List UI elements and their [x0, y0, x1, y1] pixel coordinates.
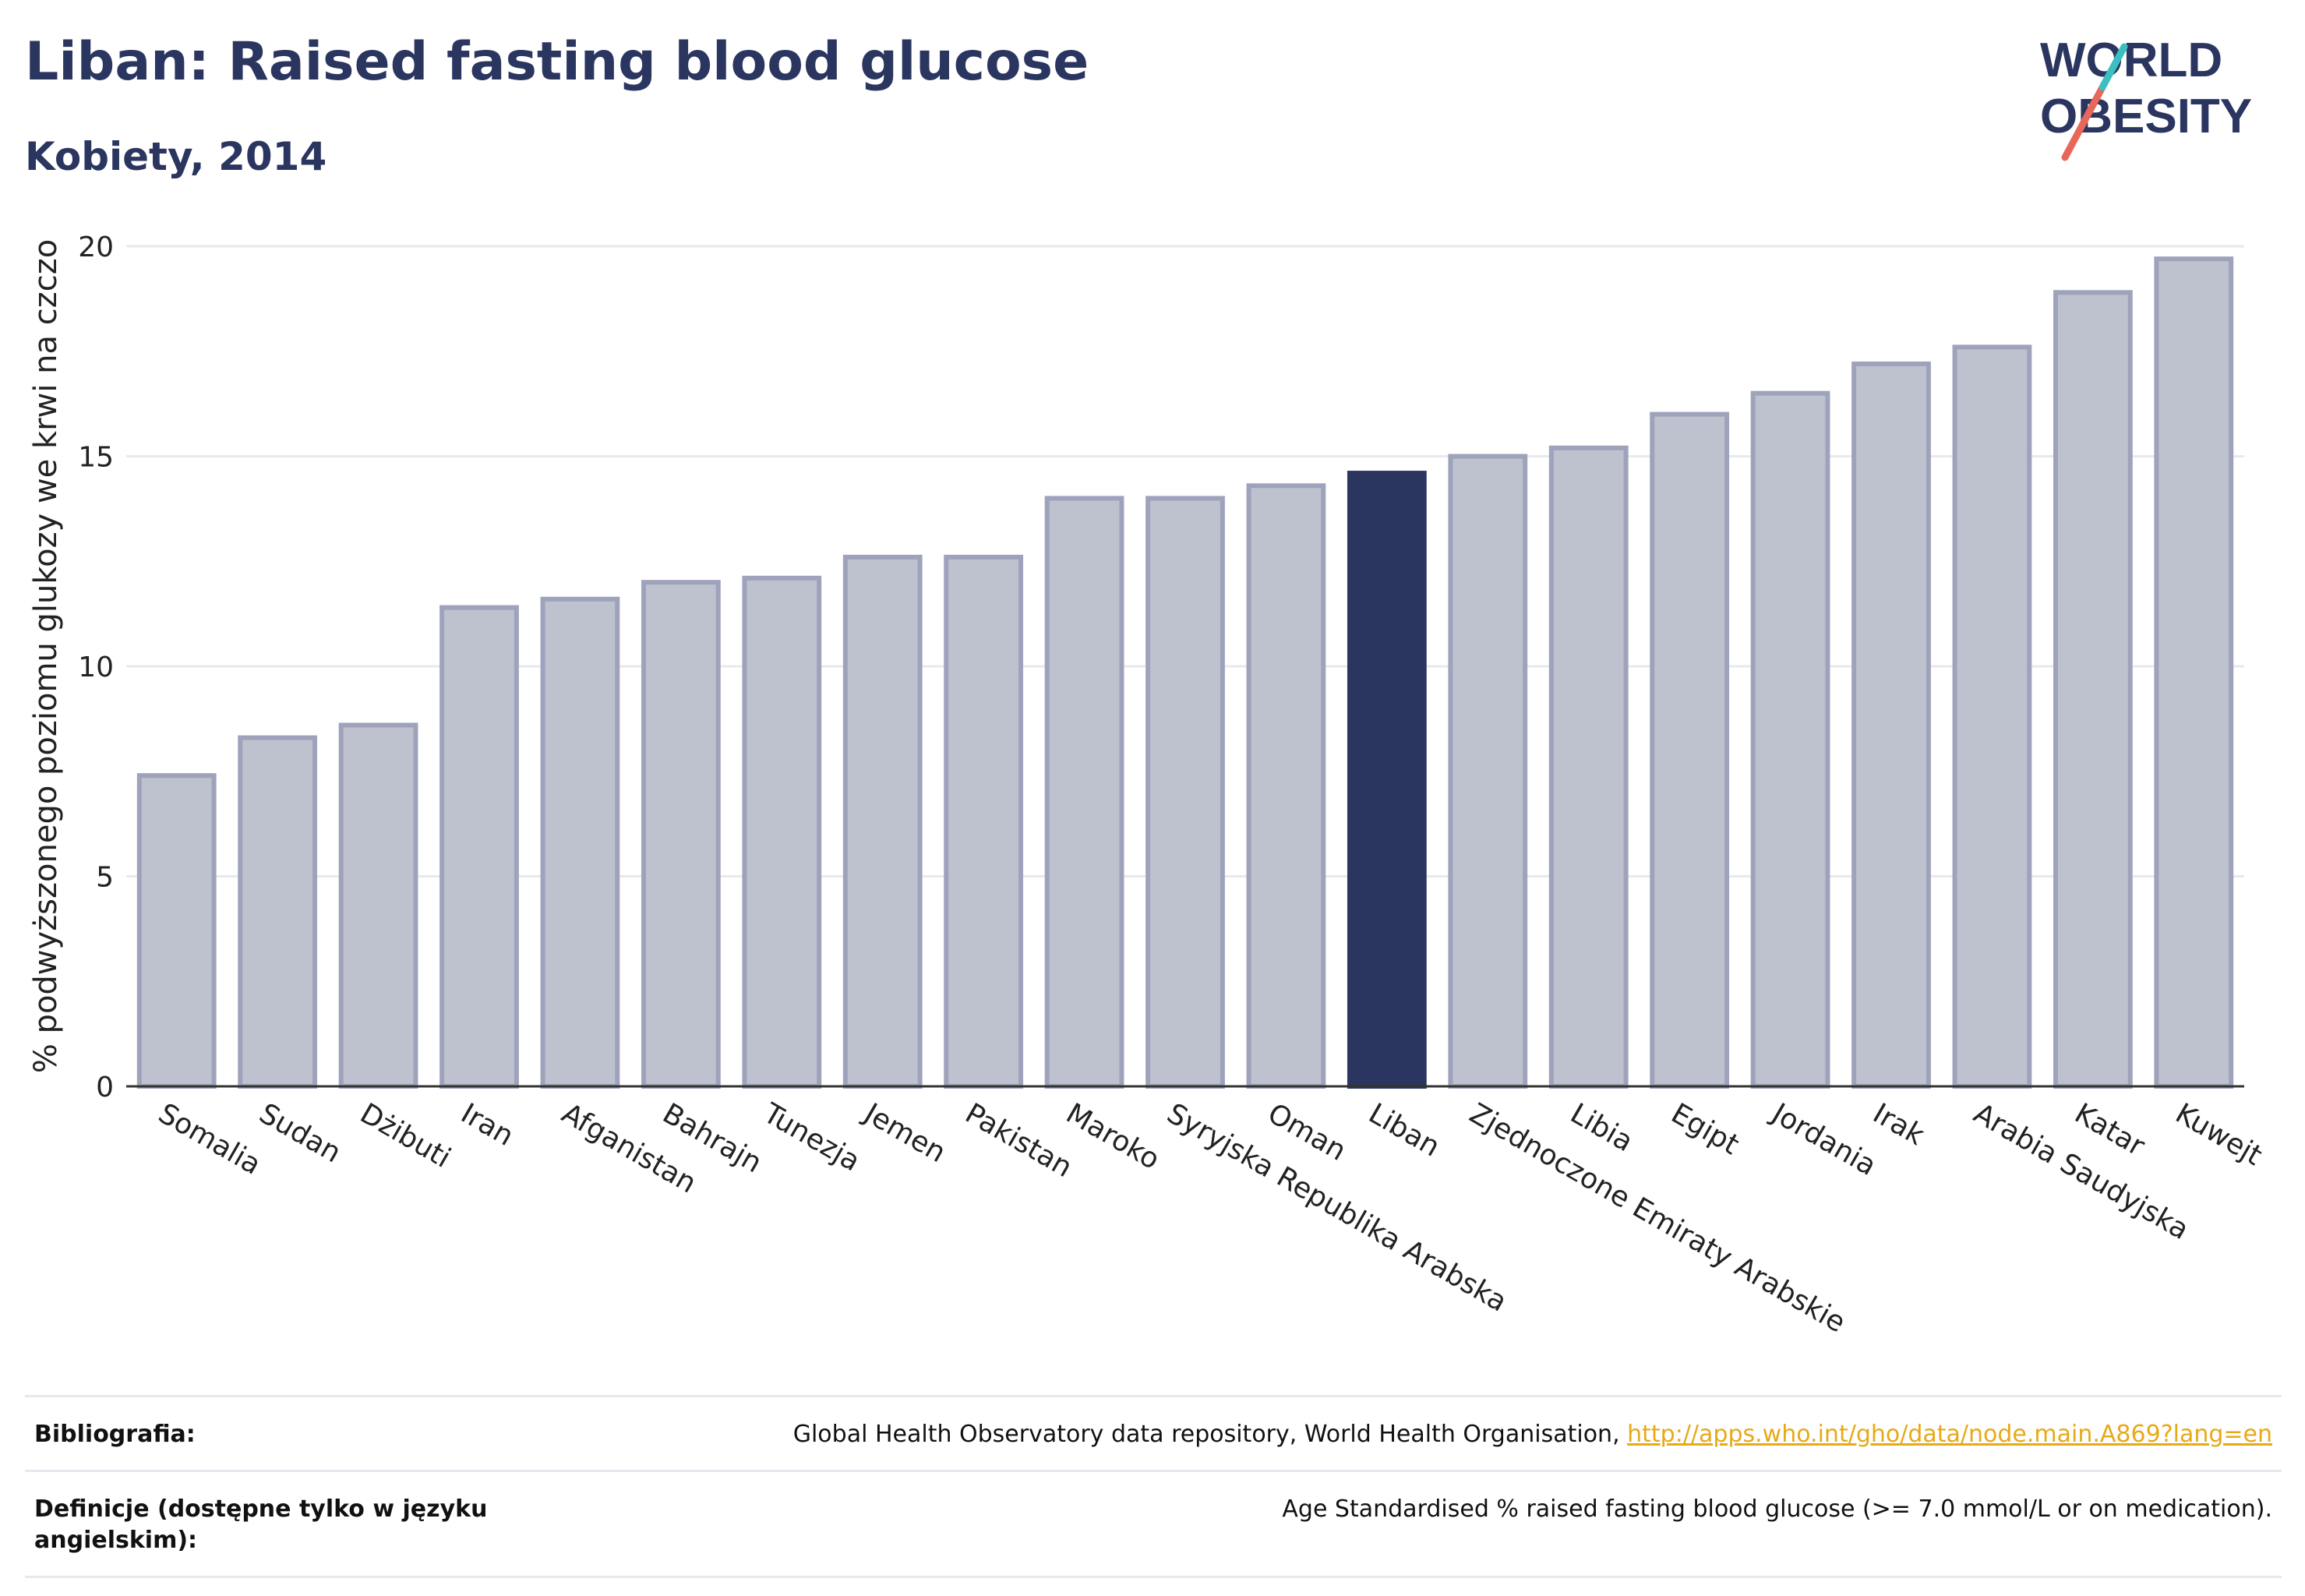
logo-line1: WORLD [2040, 34, 2222, 87]
footer: Bibliografia: Global Health Observatory … [25, 1395, 2282, 1578]
x-tick-label: Iran [456, 1097, 519, 1153]
bar-tunezja [742, 575, 822, 1089]
bar-dżibuti [338, 722, 418, 1089]
bibliography-value: Global Health Observatory data repositor… [793, 1419, 2272, 1451]
bar-somalia [136, 773, 217, 1089]
x-tick-label: Liban [1363, 1097, 1445, 1163]
definitions-text: Age Standardised % raised fasting blood … [1282, 1495, 2272, 1523]
x-tick-label: Somalia [153, 1097, 266, 1181]
page-title: Liban: Raised fasting blood glucose [25, 31, 1089, 93]
bar-katar [2053, 290, 2133, 1089]
bibliography-row: Bibliografia: Global Health Observatory … [25, 1395, 2282, 1470]
bar-arabia-saudyjska [1952, 344, 2032, 1089]
bar-jordania [1750, 390, 1830, 1089]
x-tick-label: Pakistan [960, 1097, 1078, 1184]
bar-oman [1246, 483, 1326, 1089]
bibliography-link[interactable]: http://apps.who.int/gho/data/node.main.A… [1627, 1421, 2272, 1448]
bar-syryjska-republika-arabska [1145, 496, 1225, 1089]
definitions-label: Definicje (dostępne tylko w języku angie… [34, 1495, 488, 1555]
bar-afganistan [540, 596, 620, 1089]
x-tick-label: Irak [1868, 1097, 1930, 1152]
bar-libia [1548, 445, 1629, 1089]
y-tick-label: 20 [78, 231, 114, 263]
world-obesity-logo: WORLD OBESITY [2040, 34, 2252, 161]
bars [136, 256, 2234, 1089]
bar-jemen [842, 554, 923, 1089]
x-tick-label: Dżibuti [355, 1097, 456, 1174]
x-tick-label: Jemen [857, 1096, 951, 1169]
x-tick-label: Kuwejt [2170, 1097, 2268, 1172]
bar-pakistan [944, 554, 1024, 1089]
x-tick-label: Jordania [1765, 1096, 1881, 1182]
bar-kuwejt [2154, 256, 2234, 1089]
bar-irak [1851, 361, 1931, 1089]
bar-maroko [1044, 496, 1124, 1089]
x-tick-label: Maroko [1061, 1097, 1165, 1176]
y-axis-title: % podwyższonego poziomu glukozy we krwi … [28, 239, 64, 1073]
y-tick-label: 15 [78, 442, 114, 474]
bar-zjednoczone-emiraty-arabskie [1448, 454, 1528, 1089]
definitions-row: Definicje (dostępne tylko w języku angie… [25, 1469, 2282, 1578]
bibliography-text: Global Health Observatory data repositor… [792, 1421, 1628, 1448]
bar-liban [1347, 471, 1427, 1089]
y-tick-label: 10 [78, 651, 114, 683]
bar-iran [439, 605, 519, 1089]
bar-bahrajn [641, 580, 721, 1089]
x-tick-label: Tunezja [757, 1097, 866, 1178]
bar-sudan [238, 735, 318, 1089]
y-tick-label: 5 [96, 862, 114, 894]
page-subtitle: Kobiety, 2014 [25, 134, 327, 179]
x-tick-label: Egipt [1666, 1097, 1745, 1161]
x-tick-label: Libia [1565, 1097, 1638, 1158]
bibliography-label: Bibliografia: [34, 1421, 196, 1448]
bar-egipt [1650, 411, 1730, 1089]
y-tick-label: 0 [96, 1072, 114, 1103]
x-tick-label: Sudan [254, 1097, 347, 1169]
